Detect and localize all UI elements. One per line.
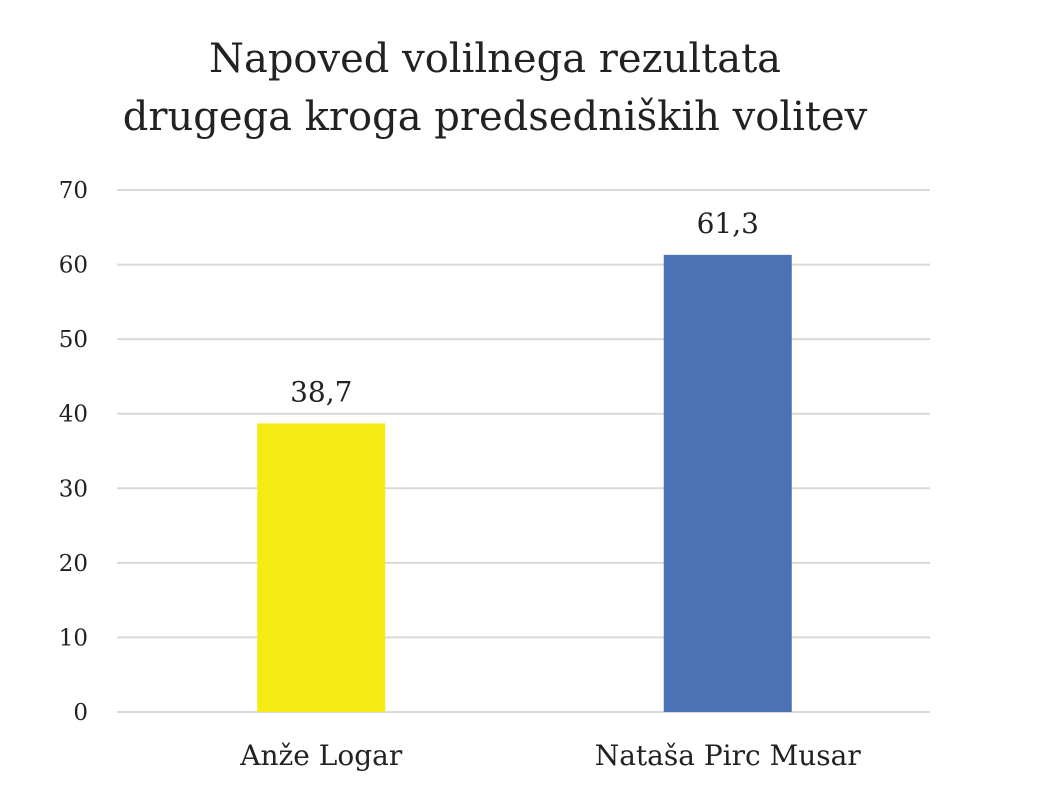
y-tick-label: 30 [59,476,88,502]
data-label: 38,7 [290,375,352,408]
y-tick-label: 60 [59,253,88,279]
bar [663,254,792,712]
bar [257,423,386,712]
gridlines [117,189,930,713]
y-tick-label: 40 [59,402,88,428]
y-tick-label: 50 [59,327,88,353]
chart-title-line-1: Napoved volilnega rezultata [209,36,781,82]
bars [257,254,792,712]
chart-title: Napoved volilnega rezultata drugega krog… [123,36,868,140]
y-tick-label: 10 [59,625,88,651]
x-axis-categories: Anže Logar Nataša Pirc Musar [239,739,861,772]
category-label: Nataša Pirc Musar [595,739,862,772]
y-tick-label: 20 [59,551,88,577]
y-axis-ticks: 0 10 20 30 40 50 60 70 [59,178,88,726]
chart-title-line-2: drugega kroga predsedniških volitev [123,94,868,140]
y-tick-label: 70 [59,178,88,204]
category-label: Anže Logar [239,739,403,772]
data-label: 61,3 [697,207,759,240]
data-labels: 38,7 61,3 [290,207,759,409]
y-tick-label: 0 [73,700,88,726]
